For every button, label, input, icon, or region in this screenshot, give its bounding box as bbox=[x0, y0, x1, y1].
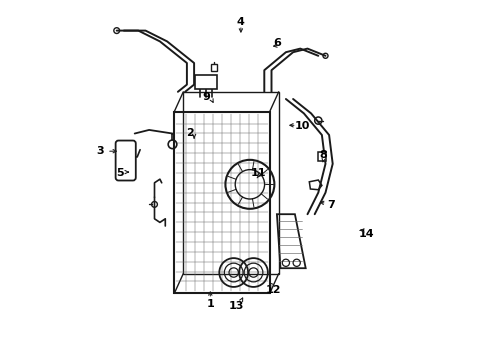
FancyBboxPatch shape bbox=[210, 64, 217, 71]
Text: 9: 9 bbox=[203, 92, 210, 102]
Text: 2: 2 bbox=[186, 128, 194, 138]
Text: 14: 14 bbox=[358, 229, 374, 239]
FancyBboxPatch shape bbox=[194, 75, 216, 89]
Text: 7: 7 bbox=[326, 200, 334, 210]
FancyBboxPatch shape bbox=[317, 152, 325, 161]
Text: 13: 13 bbox=[228, 301, 244, 311]
Text: 8: 8 bbox=[319, 150, 327, 160]
Text: 3: 3 bbox=[97, 146, 104, 156]
Text: 11: 11 bbox=[251, 168, 266, 178]
Text: 5: 5 bbox=[116, 168, 124, 178]
Text: 6: 6 bbox=[272, 38, 280, 48]
FancyBboxPatch shape bbox=[115, 140, 136, 180]
Text: 1: 1 bbox=[206, 299, 214, 309]
Text: 10: 10 bbox=[294, 121, 309, 131]
Text: 4: 4 bbox=[237, 17, 244, 27]
Text: 12: 12 bbox=[265, 285, 281, 295]
